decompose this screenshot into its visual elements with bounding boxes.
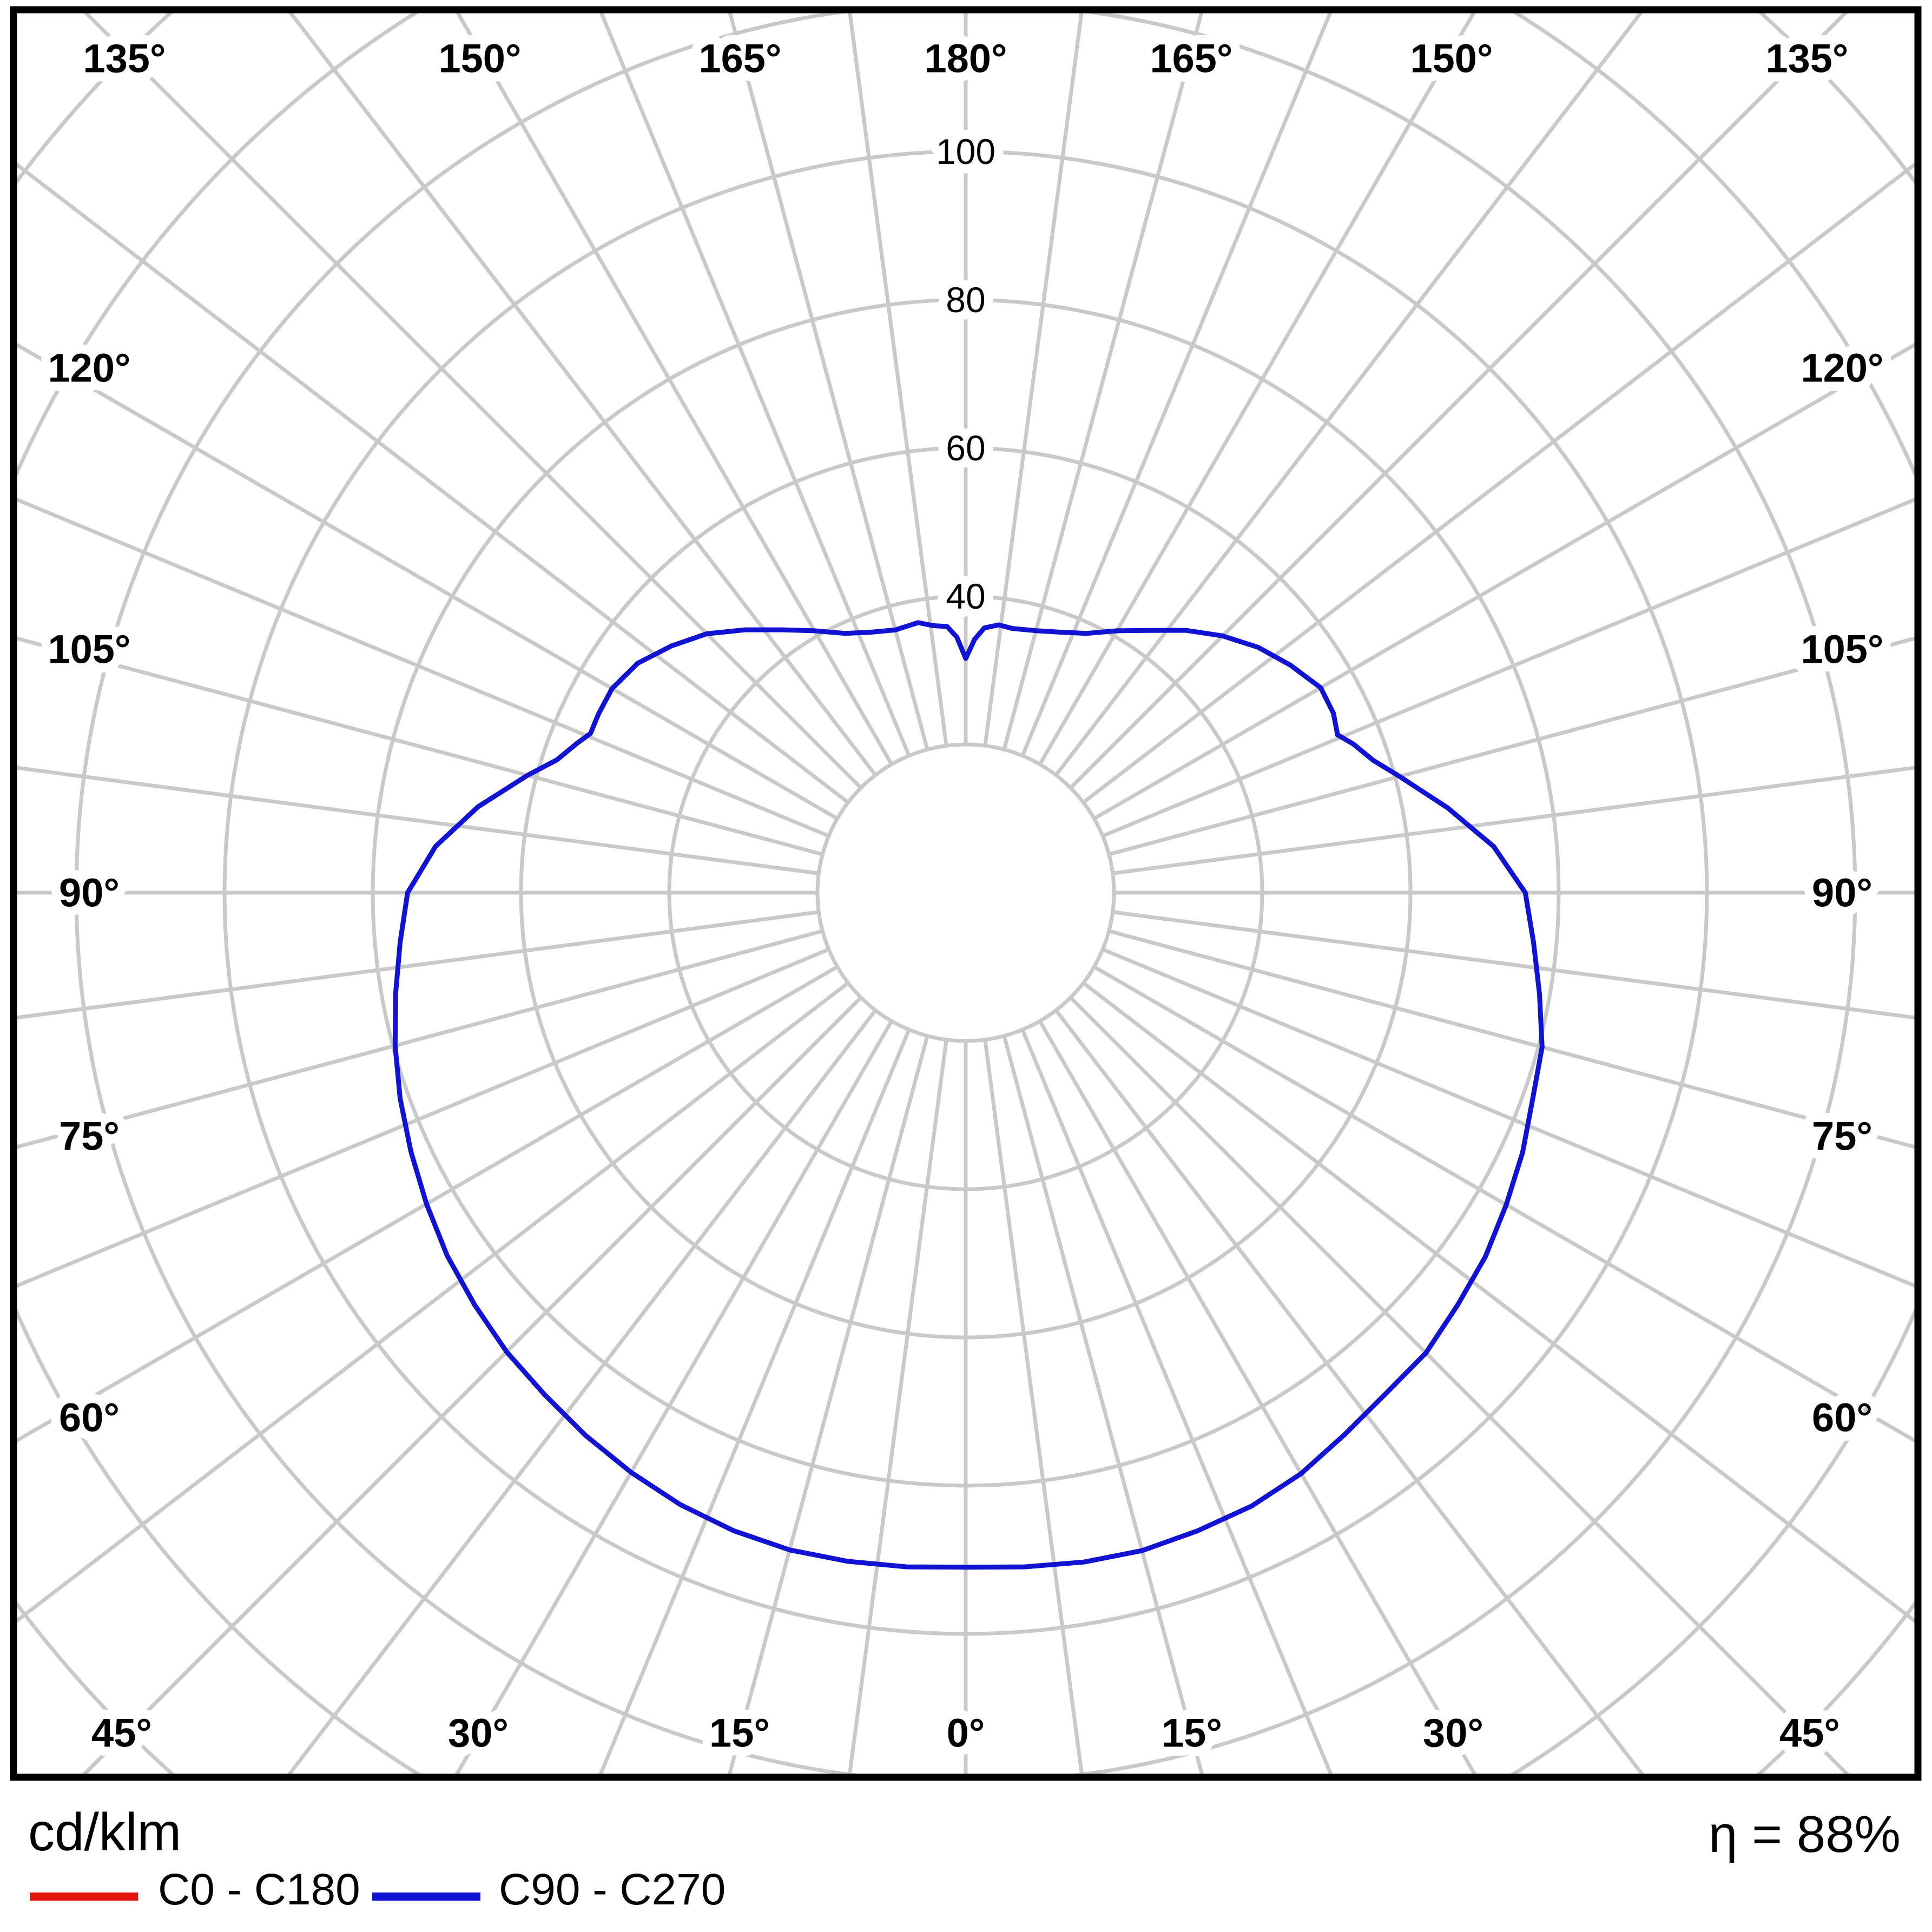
grid-spoke-22.5: [1020, 1028, 1333, 1774]
angle-label-90-right: 90°: [1812, 871, 1872, 915]
legend-swatch-c90-c270: [372, 1893, 480, 1901]
angle-label-45-left: 45°: [91, 1711, 152, 1756]
angle-label-60-left: 60°: [59, 1395, 120, 1440]
grid-spoke-202.5: [599, 13, 911, 757]
angle-label-180-right: 180°: [924, 36, 1007, 81]
grid-spoke-112.5: [1102, 497, 1915, 838]
grid-spoke-75: [1108, 929, 1915, 1149]
grid-spoke-225: [83, 13, 862, 789]
angle-label-150-right: 150°: [1410, 36, 1493, 81]
grid-spoke-292.5: [17, 947, 830, 1288]
ring-label-100: 100: [936, 131, 995, 172]
angle-label-30-left: 30°: [448, 1711, 509, 1756]
grid-spoke-67.5: [1102, 947, 1915, 1288]
chart-border: [10, 6, 1922, 1781]
grid-spoke-330: [454, 1020, 894, 1774]
angle-label-105-left: 105°: [48, 627, 130, 672]
angle-labels: 0° 15° 15° 30° 30° 45° 45° 60° 60° 75° 75° 90° 90° 10…: [38, 27, 1893, 1765]
grid-spoke-300: [17, 965, 839, 1443]
grid-spoke-105: [1108, 636, 1915, 856]
angle-label-45-right: 45°: [1779, 1711, 1840, 1756]
grid-spoke-135: [1069, 13, 1848, 789]
grid-spoke-277.5: [17, 910, 819, 1020]
grid-spoke-307.5: [17, 981, 849, 1624]
grid-spoke-195: [728, 13, 929, 750]
angle-label-165-right: 165°: [1150, 36, 1232, 81]
grid-spoke-127.5: [1082, 162, 1915, 804]
legend-swatch-c0-c180: [30, 1893, 138, 1901]
angle-label-15-right: 15°: [1162, 1711, 1222, 1756]
grid-spoke-217.5: [288, 13, 877, 776]
grid-spoke-37.5: [1054, 1009, 1645, 1774]
grid-spoke-285: [17, 929, 823, 1149]
unit-label: cd/klm: [28, 1802, 182, 1862]
angle-label-0-right: 0°: [947, 1711, 985, 1756]
grid-spoke-247.5: [17, 497, 830, 838]
grid-spoke-240: [17, 342, 839, 821]
angle-label-60-right: 60°: [1812, 1395, 1872, 1440]
grid-spoke-255: [17, 636, 823, 856]
efficiency-label: η = 88%: [1709, 1805, 1901, 1863]
grid-spoke-262.5: [17, 766, 819, 875]
angle-label-120-right: 120°: [1801, 346, 1883, 391]
angle-label-75-right: 75°: [1812, 1114, 1872, 1159]
grid-spoke-45: [1069, 996, 1850, 1774]
grid-spoke-97.5: [1112, 766, 1915, 875]
grid-spoke-172.5: [983, 13, 1084, 746]
grid-spoke-157.5: [1020, 13, 1333, 757]
angle-label-150-left: 150°: [438, 36, 521, 81]
ring-label-80: 80: [946, 280, 985, 320]
ring-labels: 40 60 80 100: [927, 122, 1005, 625]
angle-label-120-left: 120°: [48, 346, 130, 391]
grid-spoke-337.5: [598, 1028, 911, 1774]
ring-label-60: 60: [946, 428, 985, 468]
angle-label-15-left: 15°: [709, 1711, 770, 1756]
grid-spoke-232.5: [17, 162, 849, 804]
ring-label-40: 40: [946, 576, 985, 616]
c90-c270-curve: [392, 620, 1545, 1570]
legend-label-c0-c180: C0 - C180: [158, 1865, 360, 1914]
grid-spoke-15: [1002, 1035, 1204, 1774]
grid-spoke-210: [456, 13, 894, 766]
angle-label-105-right: 105°: [1801, 627, 1883, 672]
grid-spoke-30: [1038, 1020, 1477, 1774]
grid-spoke-7.5: [983, 1039, 1084, 1774]
grid-spoke-60: [1093, 965, 1915, 1443]
grid-spoke-120: [1093, 342, 1915, 821]
angle-label-135-left: 135°: [83, 36, 166, 81]
grid-spoke-142.5: [1054, 13, 1644, 776]
legend-label-c90-c270: C90 - C270: [499, 1865, 726, 1914]
grid-spoke-322.5: [287, 1009, 877, 1774]
angle-label-75-left: 75°: [59, 1114, 120, 1159]
grid-spoke-352.5: [848, 1039, 948, 1774]
grid-spoke-52.5: [1082, 981, 1915, 1624]
grid-spoke-82.5: [1112, 910, 1915, 1020]
angle-label-165-left: 165°: [698, 36, 781, 81]
angle-label-135-right: 135°: [1765, 36, 1848, 81]
angle-label-30-right: 30°: [1423, 1711, 1483, 1756]
grid-ring-20: [815, 742, 1116, 1043]
grid-spoke-165: [1002, 13, 1204, 750]
grid-spoke-187.5: [848, 13, 948, 746]
angle-label-90-left: 90°: [59, 871, 120, 915]
grid-spoke-315: [82, 996, 862, 1774]
grid-spoke-345: [727, 1035, 929, 1774]
grid-spoke-150: [1038, 13, 1476, 766]
